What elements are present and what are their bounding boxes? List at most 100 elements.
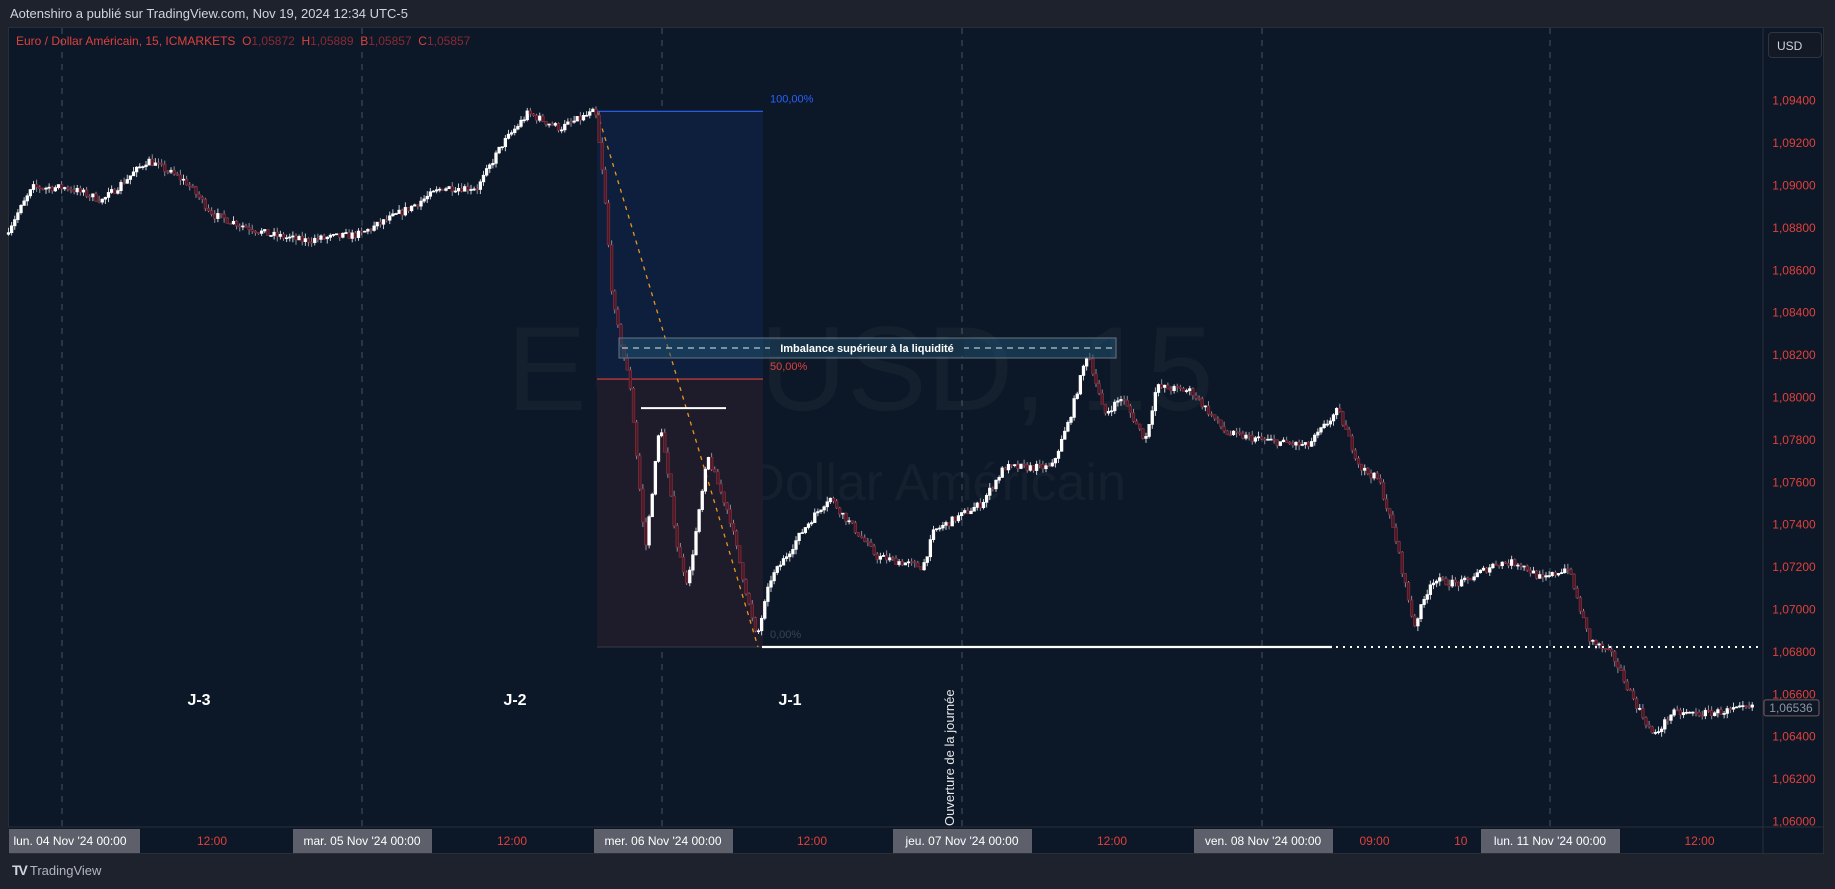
candle-up <box>778 564 783 567</box>
time-major-label-bg <box>594 829 733 853</box>
candle-down <box>1494 563 1498 566</box>
candle-up <box>1063 430 1067 440</box>
candle-up <box>984 495 989 503</box>
candle-down <box>1200 398 1204 408</box>
candle-up <box>994 479 998 490</box>
candle-up <box>278 233 283 237</box>
candle-down <box>72 189 76 193</box>
candle-down <box>734 530 739 547</box>
candle-down <box>459 187 464 192</box>
candle-up <box>491 162 495 166</box>
candle-down <box>597 114 601 143</box>
candle-down <box>1594 639 1598 645</box>
time-major-label: mer. 06 Nov '24 00:00 <box>604 834 721 848</box>
candle-down <box>1297 441 1301 446</box>
candle-down <box>450 186 454 192</box>
candle-down <box>1625 681 1629 690</box>
candle-up <box>816 511 820 514</box>
candle-up <box>391 213 395 217</box>
chart-pane[interactable] <box>8 27 1824 854</box>
close-value: 1,05857 <box>426 34 471 48</box>
candle-up <box>9 225 14 234</box>
candle-down <box>1622 670 1626 682</box>
time-axis-left-mask <box>0 827 9 855</box>
candle-down <box>1009 464 1014 466</box>
fib-label-100: 100,00% <box>770 93 814 105</box>
candle-up <box>1681 712 1686 716</box>
candle-down <box>1341 411 1345 426</box>
candle-down <box>1100 392 1104 405</box>
candle-up <box>444 188 448 191</box>
candle-down <box>966 510 970 515</box>
candle-up <box>138 166 142 169</box>
candle-down <box>722 491 726 504</box>
currency-button[interactable]: USD <box>1768 32 1822 58</box>
candle-down <box>713 468 717 473</box>
candle-up <box>1072 398 1076 418</box>
candle-up <box>47 186 51 189</box>
candle-down <box>1469 578 1473 581</box>
candle-down <box>594 108 598 116</box>
candle-down <box>666 451 670 475</box>
candle-up <box>547 123 551 126</box>
candle-down <box>753 617 758 632</box>
candle-down <box>1678 709 1683 716</box>
candle-up <box>91 193 95 198</box>
candle-up <box>453 190 458 193</box>
candle-down <box>253 230 258 233</box>
candle-up <box>922 562 926 571</box>
candle-up <box>591 108 595 113</box>
candle-down <box>1569 569 1573 575</box>
candle-down <box>1181 388 1186 392</box>
candle-down <box>353 232 358 238</box>
time-tick-label: 10 <box>1454 834 1468 848</box>
candle-up <box>1084 357 1089 367</box>
candle-up <box>1750 704 1754 708</box>
candle-up <box>428 191 433 197</box>
candle-down <box>919 566 923 571</box>
candle-up <box>134 166 139 173</box>
candle-down <box>1609 649 1614 653</box>
candle-up <box>13 219 17 227</box>
candle-down <box>166 171 170 173</box>
candle-down <box>909 561 914 564</box>
footer-brand[interactable]: TV TradingView <box>12 862 101 878</box>
close-label: C <box>418 34 427 48</box>
last-price-box <box>1763 699 1820 717</box>
candle-up <box>650 493 654 518</box>
candle-down <box>203 198 208 209</box>
candle-up <box>1000 467 1004 478</box>
candle-up <box>1544 575 1548 578</box>
candle-up <box>925 556 929 563</box>
candle-up <box>553 123 558 126</box>
candle-up <box>438 188 442 191</box>
candle-down <box>1675 709 1679 712</box>
candle-up <box>147 158 151 166</box>
candle-up <box>484 168 489 176</box>
candle-up <box>153 162 158 166</box>
candle-up <box>1538 574 1542 579</box>
candle-down <box>175 173 179 176</box>
candle-up <box>813 512 817 523</box>
candle-up <box>1300 444 1304 446</box>
candle-down <box>1222 426 1226 432</box>
time-major-label-bg <box>1481 829 1620 853</box>
candle-up <box>53 187 58 192</box>
candle-down <box>347 232 351 239</box>
candle-up <box>1116 400 1120 403</box>
candle-up <box>513 128 517 133</box>
candle-down <box>625 357 629 371</box>
candle-down <box>1356 458 1361 465</box>
candle-down <box>663 432 667 453</box>
candle-up <box>1256 436 1261 439</box>
candle-up <box>1044 465 1048 470</box>
candle-down <box>1575 588 1579 599</box>
candle-up <box>1472 576 1476 581</box>
candle-up <box>1013 464 1017 467</box>
candle-down <box>1391 514 1395 528</box>
candle-down <box>1375 472 1379 479</box>
candle-down <box>38 186 42 189</box>
candle-down <box>631 387 636 423</box>
candle-up <box>653 461 658 495</box>
